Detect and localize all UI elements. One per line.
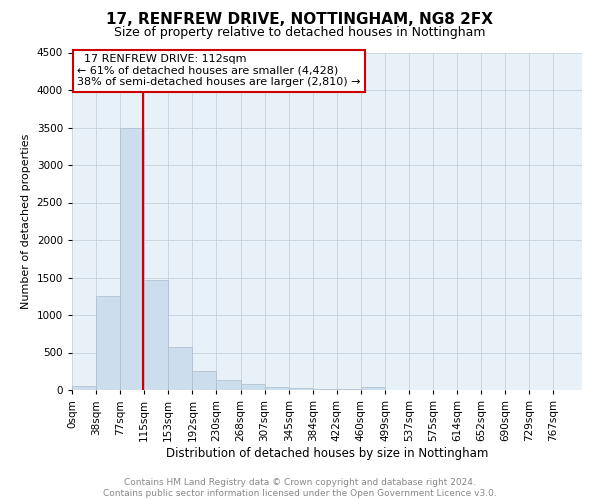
X-axis label: Distribution of detached houses by size in Nottingham: Distribution of detached houses by size … <box>166 446 488 460</box>
Bar <box>96 296 120 390</box>
Text: Contains HM Land Registry data © Crown copyright and database right 2024.
Contai: Contains HM Land Registry data © Crown c… <box>103 478 497 498</box>
Bar <box>265 386 289 390</box>
Bar <box>289 388 313 390</box>
Bar <box>337 389 361 390</box>
Bar <box>313 388 337 390</box>
Text: Size of property relative to detached houses in Nottingham: Size of property relative to detached ho… <box>114 26 486 39</box>
Bar <box>120 128 144 390</box>
Y-axis label: Number of detached properties: Number of detached properties <box>21 134 31 309</box>
Bar <box>217 380 241 390</box>
Text: 17 RENFREW DRIVE: 112sqm
← 61% of detached houses are smaller (4,428)
38% of sem: 17 RENFREW DRIVE: 112sqm ← 61% of detach… <box>77 54 361 88</box>
Text: 17, RENFREW DRIVE, NOTTINGHAM, NG8 2FX: 17, RENFREW DRIVE, NOTTINGHAM, NG8 2FX <box>107 12 493 28</box>
Bar <box>361 386 385 390</box>
Bar <box>241 384 265 390</box>
Bar <box>193 371 217 390</box>
Bar <box>72 386 96 390</box>
Bar <box>168 346 193 390</box>
Bar <box>144 280 168 390</box>
